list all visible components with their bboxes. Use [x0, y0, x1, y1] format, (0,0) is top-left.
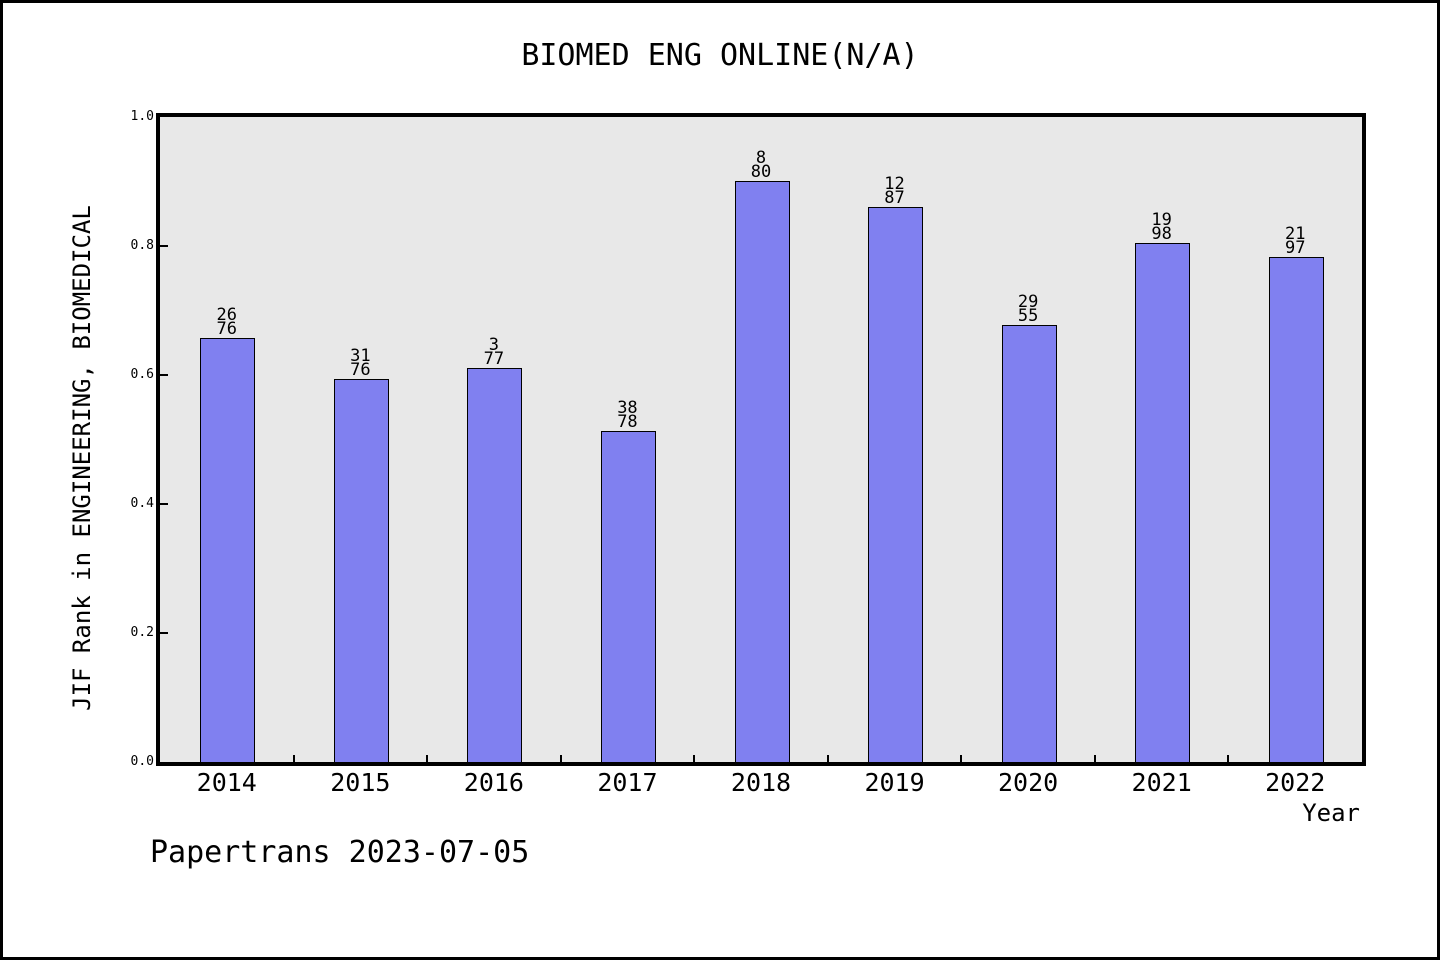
bar-2019 [868, 207, 924, 762]
x-tick-label-2018: 2018 [730, 768, 792, 797]
x-tick-label-2017: 2017 [597, 768, 658, 797]
y-tick-mark [160, 632, 168, 634]
bar-2021 [1135, 243, 1191, 762]
footer-watermark: Papertrans 2023-07-05 [150, 835, 530, 870]
bar-value-label-2020: 29 55 [1017, 292, 1039, 326]
bar-value-label-2015: 31 76 [350, 346, 371, 380]
bar-value-label-2021: 19 98 [1151, 210, 1172, 244]
x-tick-label-2016: 2016 [463, 768, 524, 797]
bar-2015 [333, 379, 389, 762]
x-tick-label-2014: 2014 [196, 768, 257, 797]
x-tick-mark [559, 755, 562, 762]
bar-value-label-2019: 12 87 [884, 174, 905, 208]
bar-value-label-2022: 21 97 [1284, 224, 1306, 258]
y-axis-title: JIF Rank in ENGINEERING, BIOMEDICAL [68, 205, 96, 711]
bar-2020 [1001, 325, 1057, 762]
y-tick-label-0.8: 0.8 [130, 238, 154, 253]
bar-value-label-2017: 38 78 [617, 398, 638, 432]
plot-area: 26 76 31 76 3 77 38 78 8 80 12 87 29 55 19 98 21… [156, 113, 1366, 766]
y-tick-label-0.2: 0.2 [130, 625, 154, 640]
x-tick-label-2022: 2022 [1265, 768, 1326, 797]
x-tick-mark [292, 755, 295, 762]
x-tick-mark [426, 755, 429, 762]
x-tick-label-2015: 2015 [330, 768, 391, 797]
bar-2016 [467, 368, 523, 762]
x-tick-mark [960, 755, 963, 762]
x-tick-label-2020: 2020 [998, 768, 1059, 797]
bar-2017 [600, 431, 656, 762]
x-tick-mark [693, 755, 696, 762]
bar-value-label-2018: 8 80 [750, 148, 772, 182]
x-tick-mark [826, 755, 829, 762]
y-tick-label-0.4: 0.4 [130, 496, 154, 511]
y-tick-label-1.0: 1.0 [130, 109, 154, 124]
y-tick-mark [160, 245, 168, 247]
y-tick-label-0.6: 0.6 [130, 367, 154, 382]
x-axis-title: Year [1302, 799, 1360, 827]
x-tick-mark [1227, 755, 1230, 762]
y-tick-label-0.0: 0.0 [130, 754, 154, 769]
x-tick-mark [1093, 755, 1096, 762]
x-tick-label-2019: 2019 [864, 768, 925, 797]
bar-2014 [200, 338, 256, 762]
chart-title: BIOMED ENG ONLINE(N/A) [521, 38, 919, 73]
bar-2018 [734, 181, 790, 762]
bar-value-label-2016: 3 77 [483, 335, 505, 369]
y-tick-mark [160, 374, 168, 376]
bar-value-label-2014: 26 76 [216, 305, 237, 339]
y-tick-mark [160, 503, 168, 505]
x-tick-label-2021: 2021 [1131, 768, 1192, 797]
bar-2022 [1268, 257, 1324, 762]
